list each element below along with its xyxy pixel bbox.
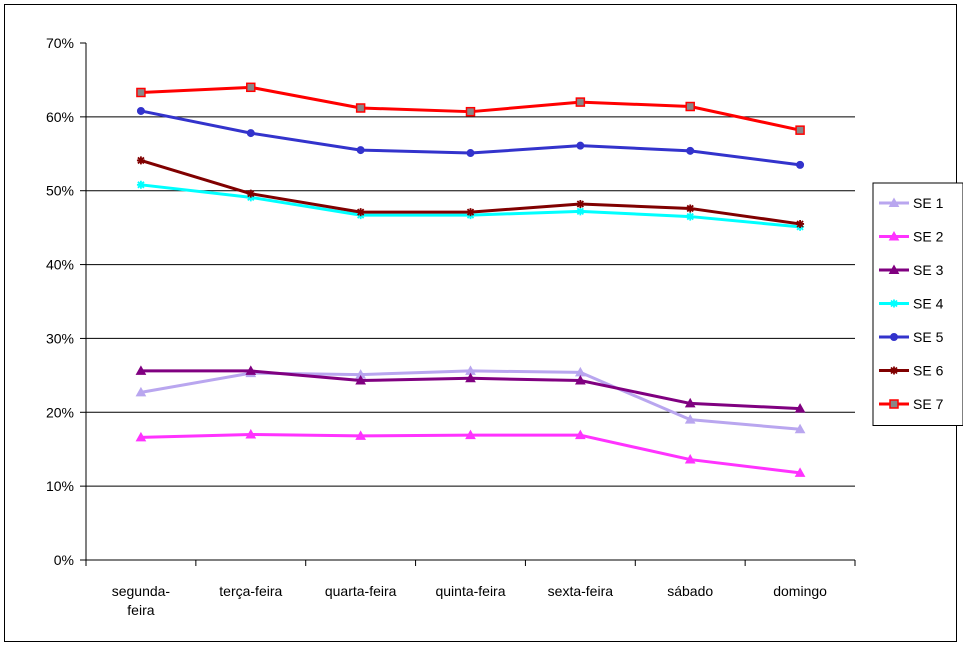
data-point (686, 212, 695, 221)
data-point (466, 208, 475, 217)
series-line (140, 432, 801, 475)
data-point (135, 386, 147, 397)
data-point (794, 423, 806, 434)
legend-label: SE 1 (913, 195, 944, 211)
y-tick-label: 20% (46, 404, 74, 420)
x-tick-label: domingo (773, 583, 827, 599)
data-point (794, 403, 806, 413)
data-point (355, 375, 366, 385)
data-point (136, 87, 146, 98)
data-point (684, 414, 696, 424)
data-point (136, 180, 145, 189)
gridlines (86, 116, 855, 487)
data-point (796, 160, 805, 169)
data-point (575, 429, 586, 440)
legend-marker (888, 230, 900, 241)
legend-label: SE 4 (913, 296, 944, 312)
data-point (355, 103, 366, 113)
y-tick-label: 0% (54, 552, 74, 568)
legend-label: SE 2 (913, 229, 944, 245)
data-point (575, 375, 586, 385)
data-point (136, 106, 145, 115)
data-point (245, 365, 257, 375)
legend-label: SE 6 (913, 363, 944, 379)
data-point (465, 106, 476, 117)
legend-label: SE 7 (913, 396, 944, 412)
x-tick-label: terça-feira (219, 583, 282, 599)
data-point (686, 204, 695, 213)
data-point (356, 146, 365, 155)
y-tick-label: 10% (46, 478, 74, 494)
x-tick-label: sábado (667, 583, 713, 599)
data-point (685, 101, 695, 112)
data-point (575, 97, 586, 107)
data-point (136, 156, 145, 165)
series-lines (135, 82, 806, 477)
data-point (135, 365, 147, 375)
y-tick-label: 70% (46, 35, 74, 51)
y-tick-label: 40% (46, 257, 74, 273)
y-tick-label: 50% (46, 183, 74, 199)
x-tick-label: quinta-feira (435, 583, 505, 599)
legend-marker (890, 366, 898, 375)
data-point (465, 429, 476, 440)
x-tick-label: segunda-feira (112, 583, 171, 618)
data-point (576, 200, 585, 209)
data-point (795, 125, 805, 135)
data-point (246, 189, 255, 198)
legend-marker (888, 197, 900, 207)
data-point (576, 141, 585, 150)
data-point (686, 146, 695, 155)
data-point (576, 207, 585, 216)
legend-label: SE 3 (913, 262, 944, 278)
data-point (135, 431, 147, 442)
legend: SE 1 SE 2 SE 3 SE 4 SE 5 SE 6 SE 7 (872, 182, 963, 426)
data-point (466, 149, 475, 158)
data-point (684, 397, 696, 408)
y-tick-label: 30% (46, 330, 74, 346)
axes (80, 42, 856, 566)
legend-marker (890, 333, 898, 341)
tick-labels: 0% 10% 20% 30% 40% 50% 60% 70% segunda-feira terç… (46, 35, 827, 618)
data-point (246, 129, 255, 138)
x-tick-label: quarta-feira (325, 583, 397, 599)
legend-marker (888, 264, 900, 274)
legend-label: SE 5 (913, 329, 944, 345)
data-point (465, 372, 476, 383)
data-point (246, 82, 256, 93)
data-point (794, 467, 806, 477)
legend-marker (890, 299, 898, 308)
data-point (355, 430, 366, 440)
y-tick-label: 60% (46, 109, 74, 125)
data-point (684, 454, 696, 464)
data-point (356, 208, 365, 217)
data-point (796, 219, 805, 228)
data-point (245, 428, 257, 439)
x-tick-label: sexta-feira (548, 583, 614, 599)
legend-marker (889, 399, 899, 409)
